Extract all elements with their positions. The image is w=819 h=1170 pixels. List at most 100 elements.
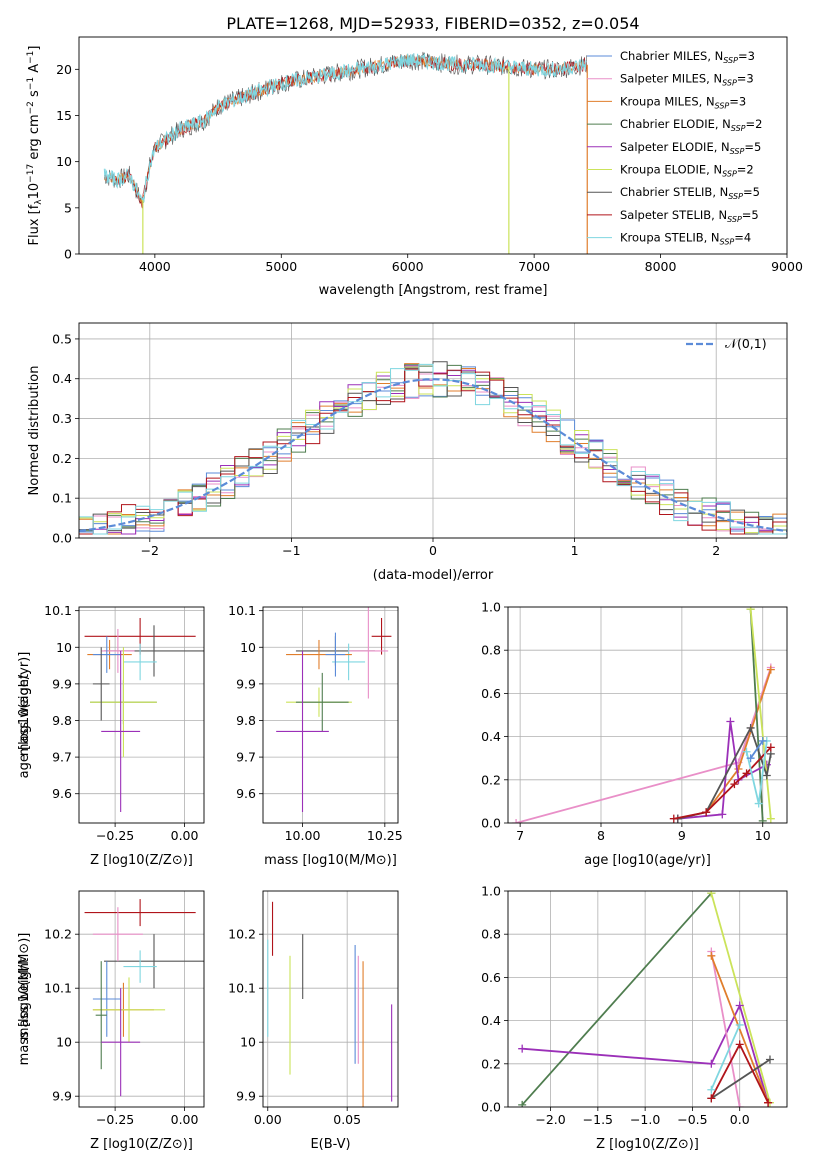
tick-label-x: 0.00	[171, 828, 199, 843]
weight-marker	[707, 1059, 716, 1068]
tick-label-x: 10	[755, 828, 771, 843]
weight-line-salpeter_elodie	[522, 1003, 769, 1103]
weight-marker	[746, 723, 755, 732]
tick-label-y: 9.6	[52, 786, 72, 801]
tick-label-x: 8000	[645, 259, 677, 274]
tick-label-x: 0.00	[171, 1112, 199, 1127]
axes-frame	[262, 606, 399, 824]
tick-label-y: 0.2	[52, 451, 72, 466]
weight-marker	[758, 816, 767, 823]
residual-hist-kroupa_elodie	[79, 366, 787, 535]
tick-label-x: 7	[516, 828, 524, 843]
weight-marker	[754, 799, 763, 808]
residual-hists	[79, 361, 787, 535]
tick-label-y: 5	[64, 200, 72, 215]
mass_vs_ebv-xlabel: E(B-V)	[310, 1137, 350, 1152]
tick-label-y: 10	[56, 640, 72, 655]
age_vs_Z-panel: −0.25 0.00 9.6 9.7 9.8 9.9 10 10.1 Z [log10(Z/Z⊙…	[17, 603, 205, 868]
tick-label-x: 5000	[265, 259, 297, 274]
weight-marker	[765, 1055, 774, 1064]
figure-title: PLATE=1268, MJD=52933, FIBERID=0352, z=0…	[226, 14, 639, 33]
residuals-xlabel: (data-model)/error	[373, 568, 494, 583]
weight-marker	[746, 754, 755, 763]
tick-label-x: 10.25	[367, 828, 403, 843]
mass_vs_ebv-panel: 0.00 0.05 9.9 10 10.1 10.2 E(B-V)	[228, 890, 399, 1152]
tick-label-y: 10.1	[44, 981, 72, 996]
tick-label-y: 9.7	[236, 750, 256, 765]
legend-entry: Salpeter STELIB, NSSP=5	[620, 208, 759, 224]
age_vs_mass-panel: 10.00 10.25 9.6 9.7 9.8 9.9 10 10.1 mass [log10(…	[228, 603, 403, 868]
tick-label-y: 9.7	[52, 750, 72, 765]
weight_vs_age-ylabel: mass weight	[17, 674, 32, 756]
tick-label-y: 0.4	[481, 729, 501, 744]
axes-frame	[507, 606, 788, 824]
mass_vs_Z-xlabel: Z [log10(Z/Z⊙)]	[90, 1137, 193, 1152]
gauss-curve	[79, 378, 787, 533]
weight-marker	[730, 780, 739, 789]
mass_vs_Z-panel: −0.25 0.00 9.9 10 10.1 10.2 Z [log10(Z/Z⊙)] mas…	[17, 890, 205, 1152]
tick-label-x: −2	[141, 543, 159, 558]
spectrum-lines	[103, 51, 588, 254]
weight-marker	[518, 1100, 527, 1107]
axes-frame	[78, 322, 788, 539]
weight-line-kroupa_stelib	[710, 1024, 741, 1091]
tick-label-y: 9.9	[52, 1089, 72, 1104]
tick-label-y: 9.9	[52, 676, 72, 691]
weight-marker	[512, 819, 521, 823]
tick-label-x: 4000	[139, 259, 171, 274]
age_vs_Z-ylabel: age [log10(age/yr)]	[17, 652, 32, 779]
tick-label-x: 8	[597, 828, 605, 843]
axes-frame	[262, 890, 399, 1108]
weight_vs_Z-marks	[518, 891, 774, 1107]
tick-label-y: 10.2	[228, 927, 256, 942]
weight-marker	[735, 1040, 744, 1049]
tick-label-x: −0.5	[677, 1112, 707, 1127]
tick-label-x: −1.5	[583, 1112, 613, 1127]
legend-entry: Chabrier MILES, NSSP=3	[620, 49, 755, 65]
tick-label-x: 0	[429, 543, 437, 558]
weight-marker	[707, 951, 716, 960]
age_vs_mass-xlabel: mass [log10(M/M⊙)]	[264, 853, 397, 868]
weight-marker	[766, 743, 775, 752]
tick-label-y: 9.8	[236, 713, 256, 728]
tick-label-y: 9.9	[236, 1089, 256, 1104]
weight-line-kroupa_elodie	[710, 892, 771, 1103]
tick-label-x: 6000	[392, 259, 424, 274]
weight_vs_age-xlabel: age [log10(age/yr)]	[584, 853, 711, 868]
tick-label-y: 0.1	[52, 491, 72, 506]
tick-label-x: 0.00	[254, 1112, 282, 1127]
residuals-panel: −2 −1 0 1 2 0.0 0.1 0.2 0.3 0.4 0.5 𝒩(0,1) (data-mod…	[27, 322, 788, 583]
spectrum-xlabel: wavelength [Angstrom, rest frame]	[319, 283, 548, 298]
tick-label-y: 1.0	[481, 884, 501, 899]
tick-label-x: −1	[282, 543, 300, 558]
tick-label-x: 0.0	[730, 1112, 750, 1127]
weight-marker	[764, 1098, 773, 1107]
weight-marker	[758, 736, 767, 745]
axes-frame	[507, 890, 788, 1108]
legend-entry: Salpeter ELODIE, NSSP=5	[620, 140, 761, 156]
weight-marker	[742, 747, 751, 756]
tick-label-y: 10	[240, 640, 256, 655]
tick-label-y: 20	[56, 62, 72, 77]
axes-frame	[78, 606, 205, 824]
tick-label-y: 10.1	[228, 981, 256, 996]
weight-marker	[735, 1001, 744, 1010]
axes-frame	[78, 36, 788, 255]
legend-gauss-label: 𝒩(0,1)	[725, 336, 767, 351]
tick-label-x: −0.25	[96, 1112, 134, 1127]
age_vs_mass-marks	[276, 607, 392, 813]
tick-label-x: −2.0	[535, 1112, 565, 1127]
weight-line-chabrier_stelib	[710, 1058, 771, 1100]
tick-label-x: −1.0	[630, 1112, 660, 1127]
mass_vs_Z-marks	[84, 899, 204, 1097]
tick-label-x: 1	[571, 543, 579, 558]
weight-marker	[718, 810, 727, 819]
residual-hist-kroupa_stelib	[79, 363, 787, 535]
tick-label-y: 10.2	[44, 927, 72, 942]
tick-label-y: 10	[56, 154, 72, 169]
weight-marker	[742, 769, 751, 778]
weight-line-chabrier_elodie	[521, 892, 712, 1106]
weight-marker	[746, 607, 755, 614]
tick-label-y: 0.0	[481, 816, 501, 831]
